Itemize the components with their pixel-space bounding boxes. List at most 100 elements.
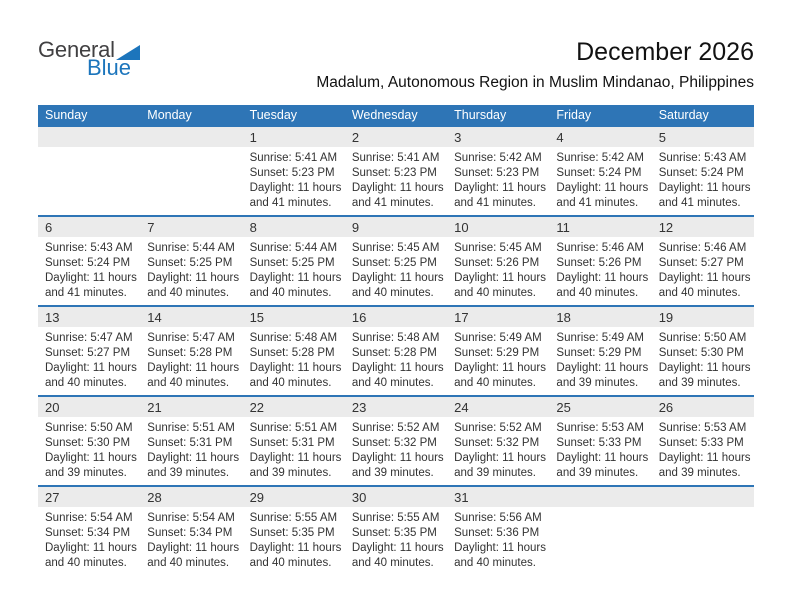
day-detail-line: Sunset: 5:30 PM (658, 347, 744, 359)
day-detail-line: and 41 minutes. (351, 197, 434, 209)
day-details: Sunrise: 5:52 AM Sunset: 5:32 PM Daylight:… (447, 417, 549, 481)
day-cell: 30 Sunrise: 5:55 AM Sunset: 5:35 PM Daylig… (344, 487, 448, 575)
day-cell: 11 Sunrise: 5:46 AM Sunset: 5:26 PM Daylig… (549, 217, 652, 305)
day-number: 10 (447, 217, 550, 237)
day-detail-line: Sunset: 5:30 PM (45, 437, 131, 449)
day-detail-line: and 40 minutes. (147, 377, 230, 389)
day-detail-line: and 41 minutes. (454, 197, 536, 209)
day-details: Sunrise: 5:43 AM Sunset: 5:24 PM Daylight:… (38, 237, 140, 301)
day-number: 4 (549, 127, 652, 147)
day-detail-line: Daylight: 11 hours (351, 542, 444, 554)
day-number: 25 (549, 397, 652, 417)
day-cell: 28 Sunrise: 5:54 AM Sunset: 5:34 PM Daylig… (140, 487, 243, 575)
day-detail-line: and 41 minutes. (556, 197, 639, 209)
day-detail-line: Sunrise: 5:54 AM (45, 512, 133, 524)
day-detail-line: Sunrise: 5:49 AM (556, 332, 644, 344)
day-detail-line: Daylight: 11 hours (351, 362, 444, 374)
day-detail-line: Sunset: 5:31 PM (249, 437, 335, 449)
weekday-header-cell: Saturday (658, 108, 709, 122)
day-cell: 5 Sunrise: 5:43 AM Sunset: 5:24 PM Dayligh… (651, 127, 754, 215)
calendar-table: Sunday Monday Tuesday Wednesday Thursday Frid… (38, 105, 754, 575)
day-detail-line: and 40 minutes. (249, 557, 332, 569)
day-detail-line: Sunrise: 5:50 AM (45, 422, 133, 434)
day-cell: 23 Sunrise: 5:52 AM Sunset: 5:32 PM Daylig… (344, 397, 448, 485)
day-details: Sunrise: 5:55 AM Sunset: 5:35 PM Daylight:… (243, 507, 345, 571)
day-detail-line: Sunset: 5:33 PM (556, 437, 642, 449)
day-detail-line: Sunset: 5:24 PM (45, 257, 131, 269)
day-detail-line: Sunrise: 5:42 AM (556, 152, 644, 164)
day-detail-line: Sunset: 5:28 PM (147, 347, 233, 359)
logo-text-general: General (38, 37, 115, 62)
day-detail-line: Sunrise: 5:41 AM (351, 152, 440, 164)
day-details: Sunrise: 5:42 AM Sunset: 5:23 PM Daylight:… (447, 147, 549, 211)
day-detail-line: Sunset: 5:28 PM (249, 347, 335, 359)
day-detail-line: Sunset: 5:25 PM (351, 257, 437, 269)
day-details: Sunrise: 5:52 AM Sunset: 5:32 PM Daylight:… (345, 417, 447, 481)
day-number: 31 (447, 487, 550, 507)
day-details: Sunrise: 5:49 AM Sunset: 5:29 PM Daylight:… (549, 327, 651, 391)
day-details: Sunrise: 5:46 AM Sunset: 5:27 PM Daylight:… (652, 237, 754, 301)
day-detail-line: Daylight: 11 hours (556, 452, 649, 464)
day-detail-line: Sunrise: 5:53 AM (658, 422, 747, 434)
day-detail-line: Daylight: 11 hours (658, 272, 751, 284)
day-cell: 22 Sunrise: 5:51 AM Sunset: 5:31 PM Daylig… (242, 397, 345, 485)
day-detail-line: Sunrise: 5:47 AM (45, 332, 133, 344)
day-detail-line: and 39 minutes. (556, 377, 639, 389)
week-row: 1 Sunrise: 5:41 AM Sunset: 5:23 PM Dayligh… (38, 125, 754, 215)
day-detail-line: and 40 minutes. (454, 557, 536, 569)
day-detail-line: and 40 minutes. (45, 557, 127, 569)
day-cell: 21 Sunrise: 5:51 AM Sunset: 5:31 PM Daylig… (140, 397, 243, 485)
day-detail-line: Sunrise: 5:48 AM (351, 332, 440, 344)
day-number: 9 (344, 217, 448, 237)
day-details (652, 507, 754, 511)
day-detail-line: Sunset: 5:31 PM (147, 437, 233, 449)
week-row: 27 Sunrise: 5:54 AM Sunset: 5:34 PM Daylig… (38, 485, 754, 575)
day-number: 1 (242, 127, 345, 147)
day-number (549, 487, 652, 507)
day-number: 22 (242, 397, 345, 417)
day-detail-line: and 41 minutes. (45, 287, 127, 299)
day-details: Sunrise: 5:51 AM Sunset: 5:31 PM Daylight:… (243, 417, 345, 481)
day-cell: 1 Sunrise: 5:41 AM Sunset: 5:23 PM Dayligh… (242, 127, 345, 215)
day-number: 13 (38, 307, 141, 327)
day-details: Sunrise: 5:55 AM Sunset: 5:35 PM Daylight:… (345, 507, 447, 571)
day-detail-line: Daylight: 11 hours (147, 452, 240, 464)
day-details: Sunrise: 5:54 AM Sunset: 5:34 PM Daylight:… (38, 507, 140, 571)
day-detail-line: and 40 minutes. (147, 557, 230, 569)
day-detail-line: and 40 minutes. (147, 287, 230, 299)
day-details: Sunrise: 5:53 AM Sunset: 5:33 PM Daylight:… (652, 417, 754, 481)
header-titles: December 2026 Madalum, Autonomous Region… (316, 38, 754, 92)
day-detail-line: Daylight: 11 hours (147, 542, 240, 554)
page-title: December 2026 (576, 38, 754, 66)
day-cell: 2 Sunrise: 5:41 AM Sunset: 5:23 PM Dayligh… (344, 127, 448, 215)
day-details: Sunrise: 5:43 AM Sunset: 5:24 PM Daylight:… (652, 147, 754, 211)
day-detail-line: Daylight: 11 hours (454, 272, 546, 284)
day-number: 8 (242, 217, 345, 237)
day-cell: 20 Sunrise: 5:50 AM Sunset: 5:30 PM Daylig… (38, 397, 141, 485)
day-detail-line: Daylight: 11 hours (454, 542, 546, 554)
day-detail-line: Daylight: 11 hours (351, 452, 444, 464)
day-cell: 8 Sunrise: 5:44 AM Sunset: 5:25 PM Dayligh… (242, 217, 345, 305)
weekday-header-cell: Sunday (45, 108, 88, 122)
day-detail-line: and 39 minutes. (454, 467, 536, 479)
day-detail-line: Sunrise: 5:41 AM (249, 152, 338, 164)
day-detail-line: and 40 minutes. (454, 377, 536, 389)
day-detail-line: Sunrise: 5:45 AM (454, 242, 542, 254)
weekday-header-cell: Friday (556, 108, 592, 122)
day-detail-line: Daylight: 11 hours (454, 452, 546, 464)
day-detail-line: Sunset: 5:23 PM (249, 167, 335, 179)
day-detail-line: Sunset: 5:26 PM (454, 257, 540, 269)
day-cell: 6 Sunrise: 5:43 AM Sunset: 5:24 PM Dayligh… (38, 217, 141, 305)
day-cell: 17 Sunrise: 5:49 AM Sunset: 5:29 PM Daylig… (447, 307, 550, 395)
day-detail-line: Sunset: 5:27 PM (45, 347, 131, 359)
day-cell: 27 Sunrise: 5:54 AM Sunset: 5:34 PM Daylig… (38, 487, 141, 575)
day-cell: 24 Sunrise: 5:52 AM Sunset: 5:32 PM Daylig… (447, 397, 550, 485)
day-cell (549, 487, 652, 575)
day-detail-line: Sunset: 5:27 PM (658, 257, 744, 269)
day-cell: 25 Sunrise: 5:53 AM Sunset: 5:33 PM Daylig… (549, 397, 652, 485)
day-detail-line: Daylight: 11 hours (45, 452, 137, 464)
day-detail-line: Sunset: 5:24 PM (658, 167, 744, 179)
day-detail-line: Sunrise: 5:51 AM (249, 422, 338, 434)
day-details: Sunrise: 5:47 AM Sunset: 5:27 PM Daylight:… (38, 327, 140, 391)
day-detail-line: and 40 minutes. (658, 287, 741, 299)
